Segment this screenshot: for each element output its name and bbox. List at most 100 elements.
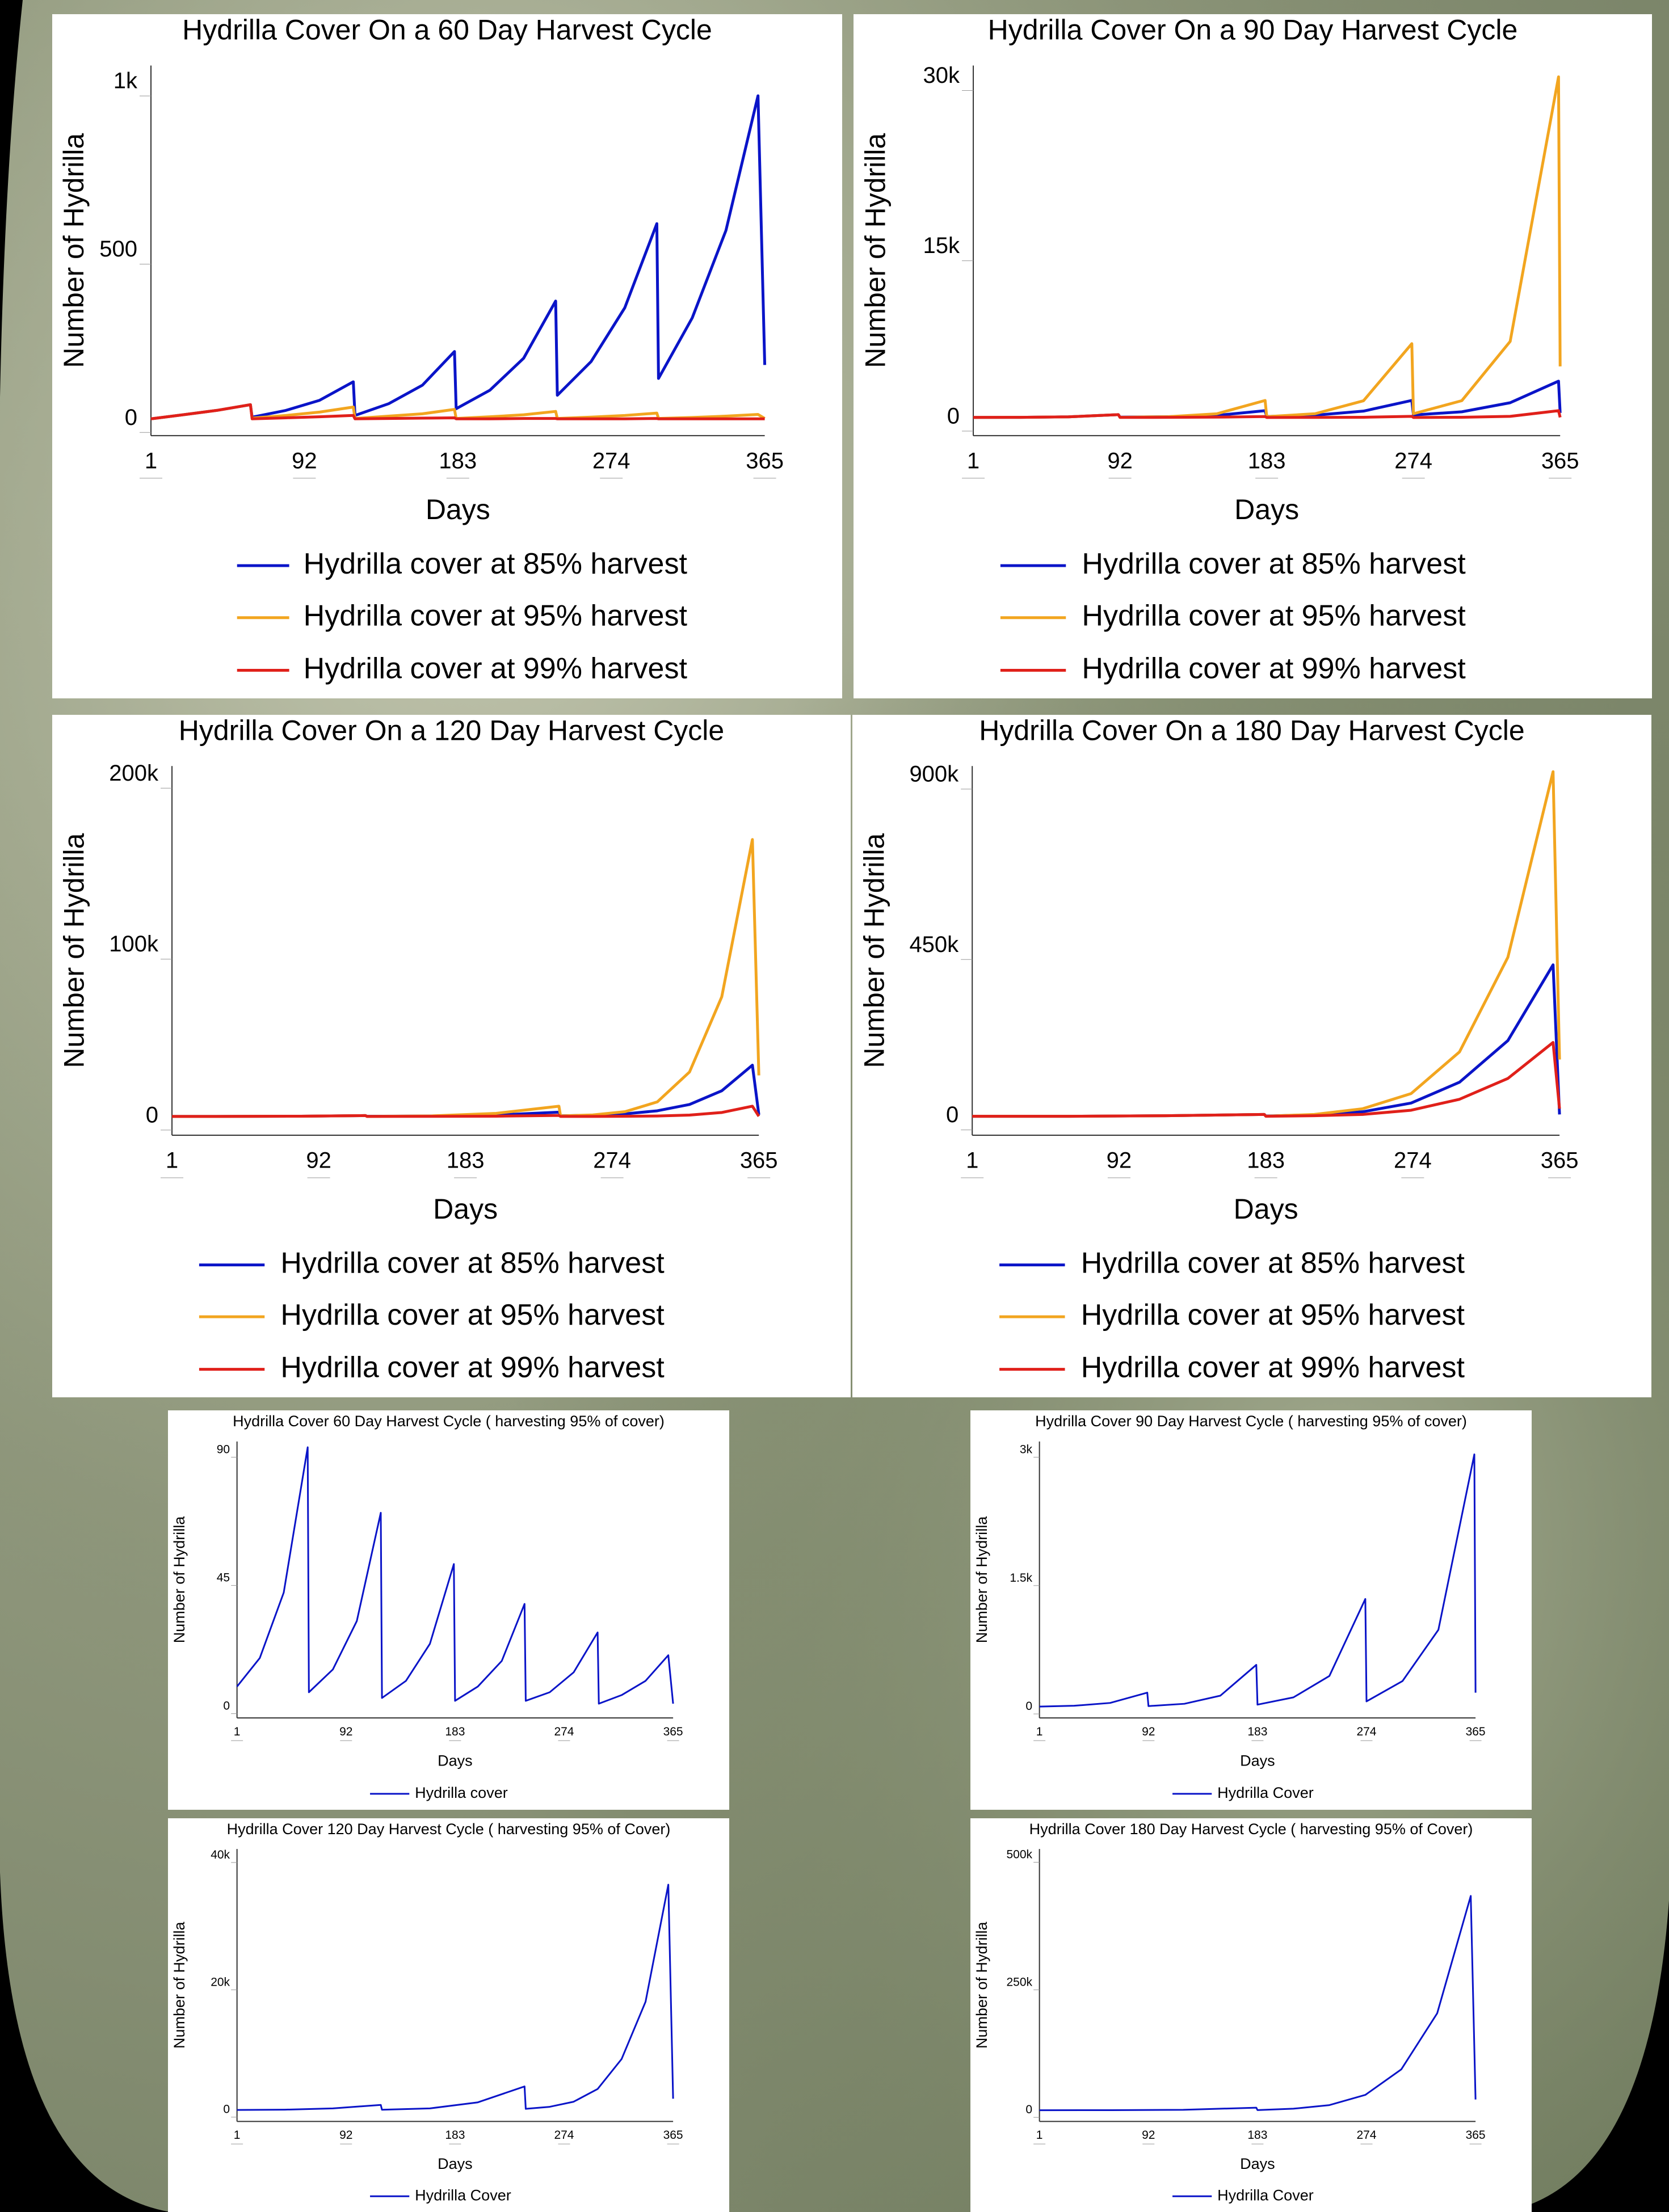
panel bbox=[168, 1410, 729, 1810]
y-tick-label: 1.5k bbox=[1010, 1571, 1032, 1585]
legend-label: Hydrilla cover at 95% harvest bbox=[1082, 599, 1466, 632]
chart-title: Hydrilla Cover 120 Day Harvest Cycle ( h… bbox=[227, 1821, 671, 1838]
x-tick-label: 1 bbox=[1036, 2129, 1043, 2142]
legend-label: Hydrilla cover at 85% harvest bbox=[1081, 1246, 1465, 1279]
series-line bbox=[150, 403, 765, 420]
legend-label: Hydrilla cover at 95% harvest bbox=[280, 1299, 665, 1332]
chart-title: Hydrilla Cover 90 Day Harvest Cycle ( ha… bbox=[1035, 1413, 1467, 1430]
y-tick-label: 0 bbox=[125, 405, 137, 430]
chart-title: Hydrilla Cover On a 60 Day Harvest Cycle bbox=[182, 14, 712, 46]
panel bbox=[852, 715, 1651, 1397]
x-tick-label: 365 bbox=[740, 1148, 778, 1173]
x-tick-label: 274 bbox=[554, 1725, 574, 1738]
frame-corner bbox=[1504, 1901, 1669, 2212]
y-tick-label: 450k bbox=[909, 932, 959, 957]
panel bbox=[52, 14, 842, 698]
x-tick-label: 92 bbox=[339, 2129, 352, 2142]
y-tick-label: 0 bbox=[947, 403, 960, 428]
x-tick-label: 274 bbox=[592, 448, 630, 473]
x-tick-label: 92 bbox=[292, 448, 317, 473]
x-tick-label: 274 bbox=[1394, 448, 1432, 473]
legend-label: Hydrilla Cover bbox=[1217, 1784, 1314, 1801]
x-axis-label: Days bbox=[1234, 1193, 1298, 1225]
x-tick-label: 365 bbox=[1466, 1725, 1486, 1738]
x-axis-label: Days bbox=[438, 2155, 473, 2172]
x-tick-label: 1 bbox=[234, 2129, 241, 2142]
chart-title: Hydrilla Cover 180 Day Harvest Cycle ( h… bbox=[1029, 1821, 1473, 1838]
x-tick-label: 1 bbox=[166, 1148, 178, 1173]
y-tick-label: 0 bbox=[223, 2103, 230, 2116]
series-line bbox=[237, 1884, 674, 2111]
legend-label: Hydrilla cover at 85% harvest bbox=[1082, 547, 1466, 580]
x-axis-label: Days bbox=[1240, 2155, 1275, 2172]
chart-title: Hydrilla Cover On a 180 Day Harvest Cycl… bbox=[979, 714, 1524, 746]
x-tick-label: 1 bbox=[967, 448, 979, 473]
y-tick-label: 20k bbox=[211, 1975, 230, 1988]
x-tick-label: 365 bbox=[663, 2129, 683, 2142]
legend-label: Hydrilla cover at 99% harvest bbox=[1082, 652, 1466, 685]
y-tick-label: 100k bbox=[109, 932, 159, 957]
legend-label: Hydrilla cover at 99% harvest bbox=[280, 1351, 665, 1384]
x-tick-label: 365 bbox=[663, 1725, 683, 1738]
frame-corner bbox=[0, 0, 23, 397]
y-tick-label: 200k bbox=[109, 761, 159, 786]
y-axis-label: Number of Hydrilla bbox=[58, 133, 90, 368]
series-line bbox=[172, 1105, 760, 1118]
x-axis-label: Days bbox=[426, 494, 490, 525]
y-tick-label: 40k bbox=[211, 1848, 230, 1861]
x-axis-label: Days bbox=[438, 1752, 473, 1769]
x-tick-label: 274 bbox=[593, 1148, 631, 1173]
legend-label: Hydrilla Cover bbox=[1217, 2186, 1314, 2203]
y-tick-label: 90 bbox=[217, 1443, 230, 1456]
x-axis-label: Days bbox=[1234, 494, 1299, 525]
y-axis-label: Number of Hydrilla bbox=[973, 1921, 990, 2049]
y-tick-label: 0 bbox=[146, 1102, 158, 1127]
x-tick-label: 274 bbox=[1394, 1148, 1432, 1173]
frame-corner bbox=[0, 1872, 170, 2212]
legend-label: Hydrilla cover at 95% harvest bbox=[1081, 1299, 1465, 1332]
series-line bbox=[972, 1041, 1561, 1118]
legend-label: Hydrilla cover at 95% harvest bbox=[304, 599, 688, 632]
x-tick-label: 183 bbox=[1247, 1148, 1285, 1173]
y-tick-label: 0 bbox=[223, 1700, 230, 1713]
x-tick-label: 183 bbox=[445, 2129, 465, 2142]
y-axis-label: Number of Hydrilla bbox=[171, 1516, 188, 1644]
x-tick-label: 365 bbox=[1466, 2129, 1486, 2142]
x-tick-label: 92 bbox=[1107, 1148, 1132, 1173]
x-tick-label: 92 bbox=[306, 1148, 331, 1173]
y-axis-label: Number of Hydrilla bbox=[973, 1516, 990, 1644]
y-tick-label: 15k bbox=[923, 233, 960, 258]
chart-title: Hydrilla Cover On a 90 Day Harvest Cycle bbox=[988, 14, 1518, 46]
legend-label: Hydrilla cover at 99% harvest bbox=[1081, 1351, 1465, 1384]
y-tick-label: 500k bbox=[1007, 1848, 1033, 1861]
x-tick-label: 1 bbox=[145, 448, 157, 473]
x-tick-label: 92 bbox=[1107, 448, 1133, 473]
panel bbox=[970, 1818, 1532, 2212]
legend-label: Hydrilla cover at 99% harvest bbox=[304, 652, 688, 685]
series-line bbox=[1039, 1453, 1477, 1708]
legend-label: Hydrilla cover bbox=[415, 1784, 508, 1801]
y-axis-label: Number of Hydrilla bbox=[858, 833, 890, 1068]
y-axis-label: Number of Hydrilla bbox=[859, 133, 891, 368]
y-tick-label: 30k bbox=[923, 63, 960, 88]
x-tick-label: 183 bbox=[447, 1148, 485, 1173]
x-tick-label: 183 bbox=[439, 448, 477, 473]
legend-label: Hydrilla cover at 85% harvest bbox=[304, 547, 688, 580]
y-tick-label: 1k bbox=[113, 69, 138, 94]
y-tick-label: 900k bbox=[909, 761, 959, 786]
x-tick-label: 365 bbox=[746, 448, 784, 473]
y-axis-label: Number of Hydrilla bbox=[171, 1921, 188, 2049]
x-tick-label: 183 bbox=[445, 1725, 465, 1738]
x-tick-label: 183 bbox=[1247, 2129, 1267, 2142]
x-tick-label: 274 bbox=[1356, 1725, 1376, 1738]
y-tick-label: 250k bbox=[1007, 1975, 1033, 1988]
series-line bbox=[973, 409, 1562, 419]
x-axis-label: Days bbox=[433, 1193, 498, 1225]
panel bbox=[854, 14, 1652, 698]
panel bbox=[52, 715, 851, 1397]
y-tick-label: 45 bbox=[217, 1571, 230, 1585]
x-tick-label: 274 bbox=[554, 2129, 574, 2142]
y-tick-label: 500 bbox=[99, 237, 137, 262]
